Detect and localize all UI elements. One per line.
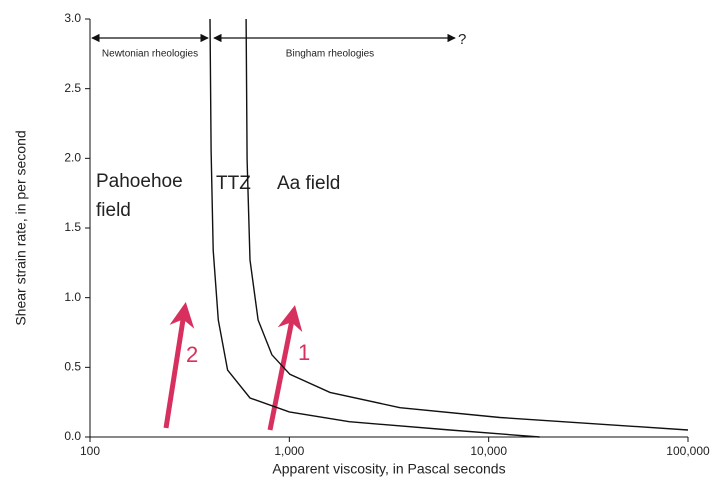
- annotation: TTZ: [216, 173, 251, 194]
- y-tick-label: 1.5: [64, 220, 81, 234]
- annotations: Newtonian rheologies Bingham rheologies …: [91, 31, 466, 431]
- y-tick-label: 0.5: [64, 360, 81, 374]
- y-axis-label: Shear strain rate, in per second: [13, 130, 29, 325]
- x-tick-label: 100,000: [666, 444, 710, 458]
- annotation: field: [96, 200, 131, 221]
- annotation: Aa field: [277, 173, 340, 194]
- y-tick-label: 1.0: [64, 290, 81, 304]
- x-axis-label: Apparent viscosity, in Pascal seconds: [272, 461, 505, 477]
- annotation: ?: [458, 31, 466, 48]
- x-tick-label: 1,000: [274, 444, 304, 458]
- curve: [209, 18, 540, 438]
- flow-arrow: [267, 305, 303, 431]
- y-tick-label: 2.5: [64, 81, 81, 95]
- y-tick-label: 2.0: [64, 151, 81, 165]
- annotation: Bingham rheologies: [286, 49, 374, 60]
- curve: [245, 18, 689, 431]
- annotation: 1: [298, 340, 310, 365]
- y-tick-label: 3.0: [64, 11, 81, 25]
- annotation: Newtonian rheologies: [102, 49, 198, 60]
- annotation: Pahoehoe: [96, 171, 183, 192]
- flow-arrow: [163, 302, 195, 429]
- x-tick-label: 10,000: [470, 444, 507, 458]
- y-tick-label: 0.0: [64, 429, 81, 443]
- annotation: 2: [186, 342, 198, 367]
- x-tick-label: 100: [80, 444, 100, 458]
